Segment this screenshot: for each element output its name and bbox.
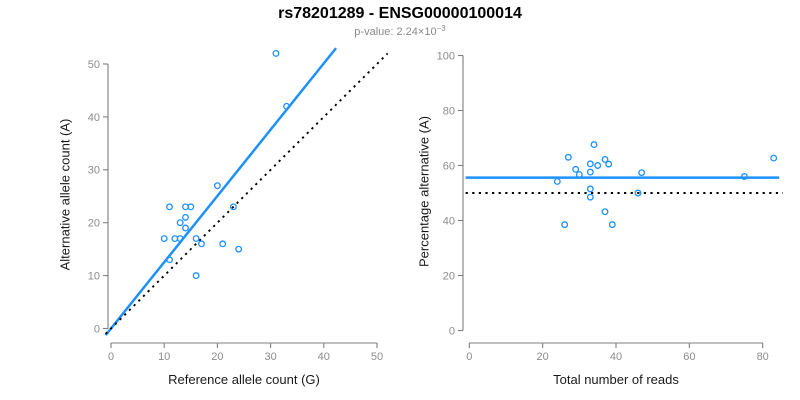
panel-percentage-vs-coverage: 0 20 40 60 80 100 0 20 40 60 80 <box>437 50 783 363</box>
y-tick-label: 50 <box>88 59 100 71</box>
y-tick-label: 60 <box>443 160 455 172</box>
figure-title: rs78201289 - ENSG00000100014 <box>278 5 522 22</box>
y-tick-label: 0 <box>449 325 455 337</box>
data-point <box>229 203 237 211</box>
y-tick-label: 30 <box>88 165 100 177</box>
data-point <box>586 168 594 176</box>
data-point <box>572 165 580 173</box>
data-point <box>770 154 778 162</box>
left-x-axis-title: Reference allele count (G) <box>168 372 320 387</box>
right-x-axis-title: Total number of reads <box>553 372 679 387</box>
left-y-axis-title: Alternative allele count (A) <box>57 118 73 271</box>
data-point <box>553 177 561 185</box>
data-point <box>192 235 200 243</box>
data-point <box>586 193 594 201</box>
x-tick-label: 80 <box>757 351 769 363</box>
data-point <box>586 185 594 193</box>
data-point <box>594 162 602 169</box>
data-point <box>561 221 569 229</box>
data-point <box>601 155 609 163</box>
data-point <box>197 240 205 248</box>
x-tick-label: 0 <box>108 351 114 363</box>
pvalue-exponent: −3 <box>436 24 446 33</box>
data-point <box>192 272 200 280</box>
data-point <box>166 203 173 211</box>
pvalue-text: p-value: 2.24×10 <box>354 26 437 38</box>
data-point <box>166 256 173 264</box>
y-tick-label: 100 <box>437 50 455 62</box>
x-tick-label: 50 <box>371 351 383 363</box>
y-tick-label: 0 <box>94 323 100 335</box>
x-tick-label: 10 <box>158 351 170 363</box>
x-tick-label: 20 <box>211 351 223 363</box>
data-point <box>176 235 184 243</box>
data-point <box>187 203 195 211</box>
x-tick-label: 40 <box>318 351 330 363</box>
data-point <box>283 102 291 110</box>
data-point <box>586 160 594 168</box>
x-tick-label: 60 <box>683 351 695 363</box>
data-point <box>590 141 598 149</box>
data-point <box>182 213 189 221</box>
data-point <box>564 153 572 161</box>
data-point <box>219 240 227 248</box>
x-tick-label: 30 <box>264 351 276 363</box>
data-point <box>740 173 748 180</box>
data-point <box>638 169 646 177</box>
data-point <box>213 182 221 190</box>
identity-line <box>105 52 389 335</box>
data-point <box>160 235 168 243</box>
y-tick-label: 20 <box>443 270 455 282</box>
data-point <box>605 160 613 168</box>
y-tick-label: 40 <box>443 215 455 227</box>
data-point <box>575 171 583 179</box>
data-point <box>634 189 642 197</box>
y-tick-label: 10 <box>88 270 100 282</box>
data-point <box>272 49 280 57</box>
right-y-axis-title: Percentage alternative (A) <box>416 115 432 268</box>
y-tick-label: 40 <box>88 112 100 124</box>
data-point <box>176 219 184 227</box>
data-point <box>235 245 243 253</box>
x-tick-label: 0 <box>466 351 472 363</box>
x-tick-label: 40 <box>610 351 622 363</box>
data-point <box>601 208 609 216</box>
y-tick-label: 80 <box>443 105 455 117</box>
panel-allele-counts: 0 10 20 30 40 50 0 10 20 30 40 50 <box>88 47 389 363</box>
data-point <box>608 221 616 229</box>
data-point <box>182 224 189 232</box>
fit-line <box>104 47 338 336</box>
figure-subtitle: p-value: 2.24×10−3 <box>0 24 800 38</box>
y-tick-label: 20 <box>88 218 100 230</box>
x-tick-label: 20 <box>537 351 549 363</box>
